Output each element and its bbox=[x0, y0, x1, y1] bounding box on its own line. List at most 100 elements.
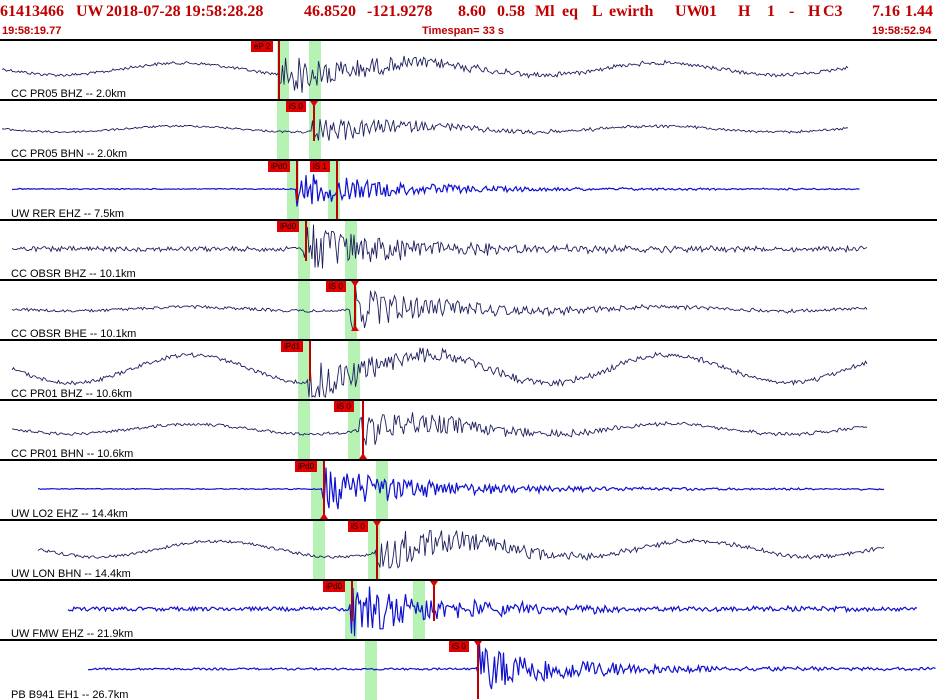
waveform-trace bbox=[11, 287, 868, 330]
end-time: 19:58:52.94 bbox=[872, 25, 932, 37]
trace-panel[interactable]: iPd0 CC OBSR BHZ -- 10.1km bbox=[0, 219, 937, 280]
version: 01 bbox=[701, 3, 717, 20]
waveform-path bbox=[11, 174, 860, 207]
phase-pick-marker[interactable] bbox=[313, 101, 315, 141]
waveform-trace bbox=[87, 644, 936, 690]
channel-label: UW LON BHN -- 14.4km bbox=[11, 568, 131, 580]
event-summary-line: 61413466 UW 2018-07-28 19:58:28.28 46.85… bbox=[0, 3, 937, 23]
start-time: 19:58:19.77 bbox=[2, 25, 62, 37]
phase-pick-marker[interactable] bbox=[305, 221, 307, 261]
pick-arrow-icon bbox=[320, 513, 328, 519]
analyst: ewirth bbox=[609, 3, 654, 20]
event-header: 61413466 UW 2018-07-28 19:58:28.28 46.85… bbox=[0, 0, 937, 38]
waveform-trace bbox=[11, 174, 860, 207]
phase-pick-label[interactable]: iPd1 bbox=[281, 341, 304, 352]
waveform-path bbox=[37, 467, 885, 510]
waveform-path bbox=[67, 586, 918, 637]
waveform-trace bbox=[37, 530, 885, 569]
phase-pick-marker[interactable] bbox=[376, 521, 378, 579]
channel-label: UW FMW EHZ -- 21.9km bbox=[11, 628, 134, 640]
phase-pick-label[interactable]: iS 1 bbox=[310, 161, 330, 172]
waveform-path bbox=[11, 412, 868, 446]
phase-pick-label[interactable]: iS 0 bbox=[334, 401, 354, 412]
mag-type: Ml bbox=[535, 3, 555, 20]
channel-label: CC OBSR BHZ -- 10.1km bbox=[11, 268, 136, 280]
waveform-trace bbox=[11, 412, 868, 446]
trace-panel[interactable]: iS 0 CC PR01 BHN -- 10.6km bbox=[0, 399, 937, 460]
trace-panel[interactable]: iS 0 PB B941 EH1 -- 26.7km bbox=[0, 639, 937, 700]
pick-arrow-icon bbox=[430, 581, 438, 587]
trace-panel[interactable]: iPd0 iS 1 UW RER EHZ -- 7.5km bbox=[0, 159, 937, 220]
trace-panel[interactable]: iPd1 CC PR01 BHZ -- 10.6km bbox=[0, 339, 937, 400]
waveform-path bbox=[1, 118, 849, 141]
auth: UW bbox=[675, 3, 703, 20]
origin-datetime: 2018-07-28 19:58:28.28 bbox=[106, 3, 264, 20]
trace-panel[interactable]: iS 0 CC OBSR BHE -- 10.1km bbox=[0, 279, 937, 340]
pick-window-band bbox=[277, 101, 289, 159]
waveform-path bbox=[1, 55, 849, 93]
phase-pick-label[interactable]: iS 0 bbox=[326, 281, 346, 292]
event-id: 61413466 bbox=[0, 3, 64, 20]
pick-window-band bbox=[309, 41, 321, 99]
error-value: 1.44 bbox=[905, 3, 933, 20]
phase-pick-label[interactable]: iS 0 bbox=[286, 101, 306, 112]
dash: - bbox=[789, 3, 795, 20]
phase-pick-label[interactable]: iS 0 bbox=[348, 521, 368, 532]
algorithm: C3 bbox=[823, 3, 843, 20]
event-network: UW bbox=[76, 3, 104, 20]
phase-pick-marker[interactable] bbox=[296, 161, 298, 201]
phase-pick-marker[interactable] bbox=[362, 401, 364, 459]
trace-panel[interactable]: iS 0 UW LON BHN -- 14.4km bbox=[0, 519, 937, 580]
channel-label: UW RER EHZ -- 7.5km bbox=[11, 208, 125, 220]
pick-window-band bbox=[365, 641, 377, 700]
location-flag: L bbox=[592, 3, 603, 20]
pick-window-band bbox=[298, 341, 310, 399]
phase-pick-marker[interactable] bbox=[323, 461, 325, 519]
trace-panel[interactable]: iS 0 CC PR05 BHN -- 2.0km bbox=[0, 99, 937, 160]
event-type: eq bbox=[562, 3, 578, 20]
quality: 1 bbox=[767, 3, 775, 20]
h-flag: H bbox=[808, 3, 821, 20]
channel-label: CC PR01 BHN -- 10.6km bbox=[11, 448, 134, 460]
waveform-trace bbox=[11, 347, 868, 398]
phase-pick-label[interactable]: iPd0 bbox=[277, 221, 300, 232]
depth: 8.60 bbox=[458, 3, 486, 20]
phase-pick-marker[interactable] bbox=[336, 161, 338, 219]
waveform-path bbox=[37, 530, 885, 569]
phase-pick-label[interactable]: iPd0 bbox=[295, 461, 318, 472]
waveform-path bbox=[11, 224, 868, 269]
phase-pick-marker[interactable] bbox=[278, 41, 280, 99]
pick-window-band bbox=[311, 461, 323, 519]
timespan: Timespan= 33 s bbox=[422, 25, 505, 37]
channel-label: CC PR05 BHN -- 2.0km bbox=[11, 148, 128, 160]
phase-pick-marker[interactable] bbox=[309, 341, 311, 381]
waveform-trace bbox=[67, 586, 918, 637]
pick-window-band bbox=[298, 401, 310, 459]
pick-arrow-icon bbox=[373, 521, 381, 527]
pick-window-band bbox=[309, 101, 321, 159]
phase-pick-marker[interactable] bbox=[477, 641, 479, 699]
phase-pick-label[interactable]: iS 0 bbox=[449, 641, 469, 652]
phase-pick-label[interactable]: eP 2 bbox=[251, 41, 274, 52]
waveform-path bbox=[87, 644, 936, 690]
phase-pick-marker[interactable] bbox=[354, 281, 356, 331]
trace-panel[interactable]: iPd0 UW FMW EHZ -- 21.9km bbox=[0, 579, 937, 640]
phase-pick-label[interactable]: iPd0 bbox=[268, 161, 291, 172]
pick-arrow-icon bbox=[474, 641, 482, 647]
pick-window-band bbox=[298, 281, 310, 339]
trace-panel[interactable]: eP 2 CC PR05 BHZ -- 2.0km bbox=[0, 39, 937, 100]
latitude: 46.8520 bbox=[304, 3, 356, 20]
longitude: -121.9278 bbox=[367, 3, 433, 20]
channel-label: CC PR05 BHZ -- 2.0km bbox=[11, 88, 126, 100]
trace-panel[interactable]: iPd0 UW LO2 EHZ -- 14.4km bbox=[0, 459, 937, 520]
channel-label: CC PR01 BHZ -- 10.6km bbox=[11, 388, 133, 400]
pick-window-band bbox=[376, 461, 388, 519]
channel-label: CC OBSR BHE -- 10.1km bbox=[11, 328, 137, 340]
waveform-path bbox=[11, 347, 868, 398]
magnitude: 0.58 bbox=[497, 3, 525, 20]
phase-pick-marker[interactable] bbox=[351, 581, 353, 621]
pick-arrow-icon bbox=[359, 453, 367, 459]
waveform-trace bbox=[37, 467, 885, 510]
phase-pick-label[interactable]: iPd0 bbox=[323, 581, 346, 592]
phase-pick-marker[interactable] bbox=[433, 581, 435, 621]
